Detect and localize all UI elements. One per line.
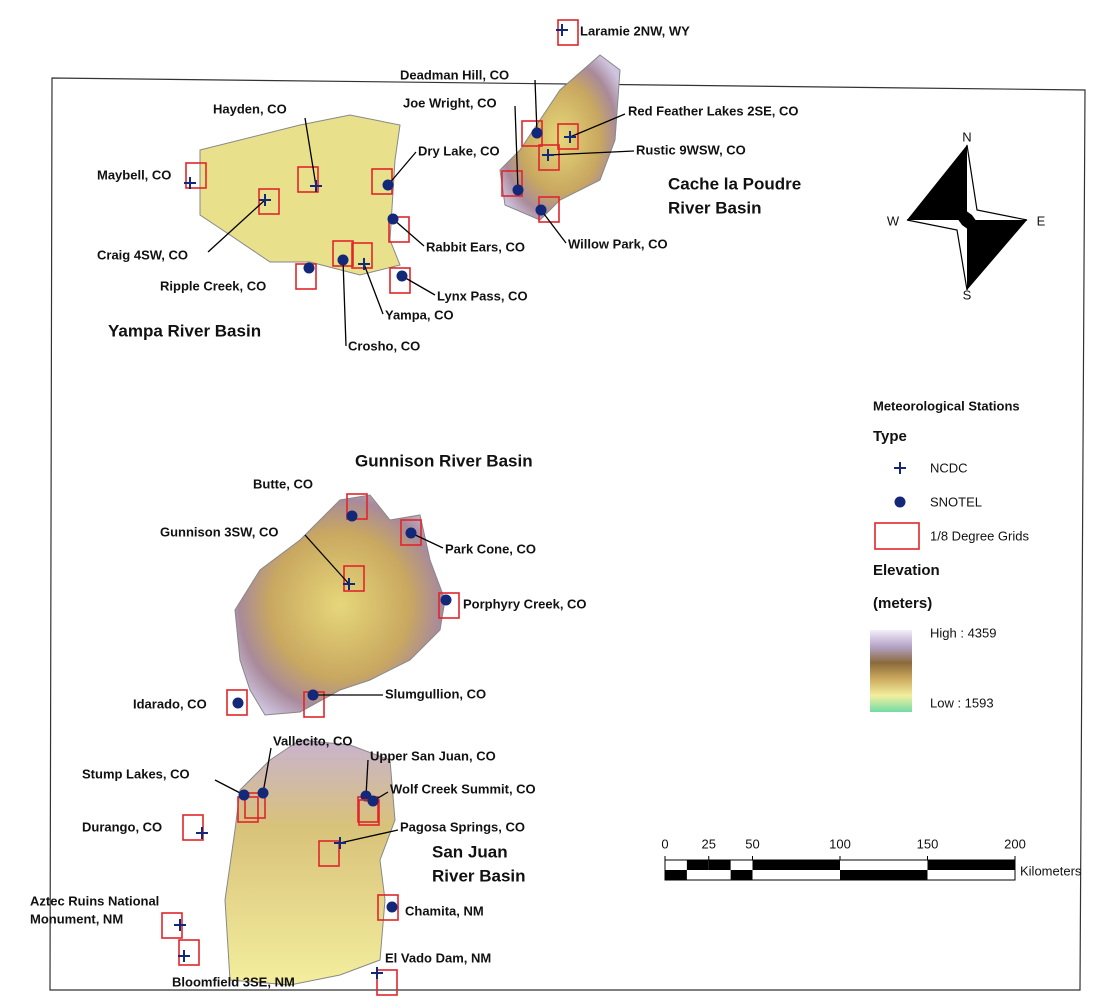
scale-label: 25 [702, 836, 716, 851]
snotel-marker [338, 255, 349, 266]
station-label: Wolf Creek Summit, CO [390, 781, 536, 796]
snotel-marker [368, 796, 379, 807]
legend-label: High : 4359 [930, 625, 997, 640]
station-label: Upper San Juan, CO [370, 748, 496, 763]
snotel-marker [233, 698, 244, 709]
scale-label: 150 [917, 836, 939, 851]
snotel-marker [387, 902, 398, 913]
map: Yampa River Basin Cache la Poudre River Ba… [0, 0, 1115, 998]
snotel-marker [895, 497, 906, 508]
scale-segment [687, 860, 709, 870]
station-label: Rustic 9WSW, CO [636, 142, 746, 157]
station-label: Butte, CO [253, 476, 313, 491]
snotel-marker [239, 790, 250, 801]
basin-title: Cache la Poudre [668, 174, 801, 193]
legend-label: NCDC [930, 460, 968, 475]
snotel-marker [383, 180, 394, 191]
station-label: Deadman Hill, CO [400, 67, 509, 82]
snotel-marker [304, 263, 315, 274]
basin-title: River Basin [668, 198, 762, 217]
station-label: Porphyry Creek, CO [463, 596, 587, 611]
station-label: Dry Lake, CO [418, 143, 500, 158]
snotel-marker [388, 214, 399, 225]
station-label: Joe Wright, CO [403, 95, 497, 110]
scale-unit: Kilometers [1020, 863, 1082, 878]
station-label: Monument, NM [30, 911, 123, 926]
compass-label: W [887, 213, 900, 228]
basin-title: Yampa River Basin [108, 321, 261, 340]
scale-label: 100 [829, 836, 851, 851]
scale-label: 200 [1004, 836, 1026, 851]
snotel-marker [532, 128, 543, 139]
compass-label: N [962, 129, 971, 144]
station-label: Chamita, NM [405, 903, 484, 918]
compass-label: S [963, 287, 972, 302]
station-label: Hayden, CO [213, 101, 287, 116]
scale-segment [753, 860, 841, 870]
station-label: Craig 4SW, CO [97, 247, 188, 262]
legend-heading: Type [873, 428, 907, 445]
basin-title: Gunnison River Basin [355, 451, 533, 470]
legend [870, 630, 912, 712]
station-label: Stump Lakes, CO [82, 766, 190, 781]
station-label: Lynx Pass, CO [437, 288, 528, 303]
station-label: Slumgullion, CO [385, 686, 486, 701]
legend-title: Meteorological Stations [873, 398, 1020, 413]
scale-segment [731, 870, 753, 880]
station-label: Pagosa Springs, CO [400, 819, 525, 834]
station-label: Idarado, CO [133, 696, 207, 711]
station-label: Durango, CO [82, 819, 162, 834]
compass-label: E [1037, 213, 1046, 228]
legend-label: SNOTEL [930, 494, 982, 509]
snotel-marker [441, 595, 452, 606]
station-label: Vallecito, CO [273, 733, 352, 748]
station-label: Yampa, CO [385, 307, 454, 322]
station-label: Red Feather Lakes 2SE, CO [628, 103, 799, 118]
snotel-marker [406, 528, 417, 539]
legend-label: 1/8 Degree Grids [930, 528, 1029, 543]
station-label: El Vado Dam, NM [385, 950, 491, 965]
legend-heading: (meters) [873, 595, 932, 612]
basin-title: San Juan [432, 842, 508, 861]
station-label: Park Cone, CO [445, 541, 536, 556]
scale-segment [665, 870, 687, 880]
legend-heading: Elevation [873, 562, 940, 579]
station-label: Ripple Creek, CO [160, 278, 266, 293]
snotel-marker [397, 271, 408, 282]
basin-title: River Basin [432, 866, 526, 885]
station-label: Maybell, CO [97, 167, 171, 182]
snotel-marker [513, 185, 524, 196]
snotel-marker [536, 205, 547, 216]
snotel-marker [308, 690, 319, 701]
legend-label: Low : 1593 [930, 695, 994, 710]
snotel-marker [258, 788, 269, 799]
station-label: Gunnison 3SW, CO [160, 524, 278, 539]
snotel-marker [347, 511, 358, 522]
station-label: Crosho, CO [348, 338, 420, 353]
station-label: Aztec Ruins National [30, 893, 159, 908]
station-label: Willow Park, CO [568, 236, 668, 251]
station-label: Laramie 2NW, WY [580, 23, 690, 38]
station-label: Rabbit Ears, CO [426, 239, 525, 254]
scale-label: 0 [661, 836, 668, 851]
scale-segment [840, 870, 928, 880]
scale-segment [928, 860, 1016, 870]
elevation-ramp [870, 630, 912, 712]
station-label: Bloomfield 3SE, NM [172, 974, 295, 989]
scale-segment [709, 860, 731, 870]
scale-label: 50 [745, 836, 759, 851]
